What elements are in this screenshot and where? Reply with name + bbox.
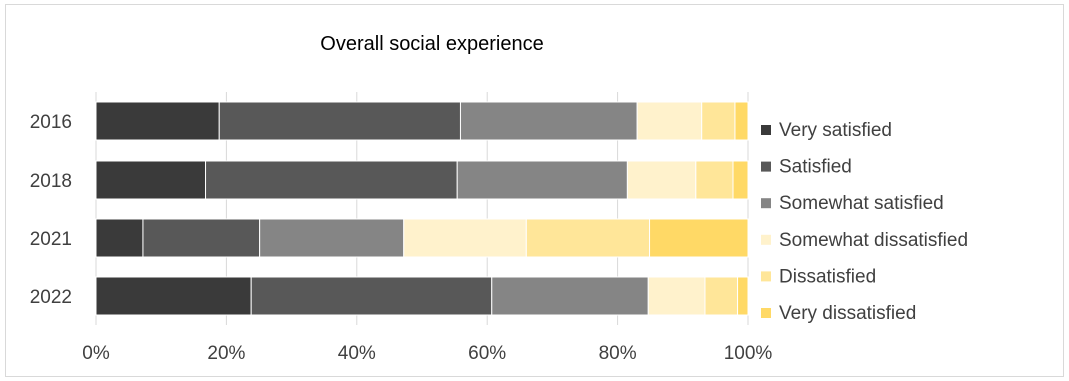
- legend-swatch: [761, 161, 771, 172]
- legend-label: Very dissatisfied: [779, 303, 916, 324]
- bar-segment: [704, 276, 739, 316]
- chart-title: Overall social experience: [320, 33, 543, 55]
- bar-segment: [491, 276, 649, 316]
- legend-label: Dissatisfied: [779, 266, 876, 287]
- x-tick-label: 100%: [724, 343, 773, 364]
- bar-segment: [218, 101, 461, 141]
- bar-segment: [732, 160, 749, 200]
- bars: [95, 101, 749, 316]
- legend: Very satisfied Satisfied Somewhat satisfie…: [761, 120, 968, 324]
- bar-segment: [636, 101, 703, 141]
- x-tick-label: 60%: [468, 343, 506, 364]
- bar-segment: [626, 160, 697, 200]
- legend-swatch: [761, 271, 771, 282]
- legend-swatch: [761, 234, 771, 245]
- bar-segment: [403, 218, 527, 258]
- bar-segment: [95, 160, 207, 200]
- legend-swatch: [761, 308, 771, 318]
- y-axis-labels: 2016 2018 2021 2022: [30, 112, 72, 308]
- legend-label: Somewhat dissatisfied: [779, 230, 968, 251]
- y-tick-label: 2016: [30, 112, 72, 133]
- legend-swatch: [761, 198, 771, 209]
- legend-label: Somewhat satisfied: [779, 193, 944, 214]
- bar-segment: [649, 218, 749, 258]
- bar-segment: [647, 276, 706, 316]
- bar-segment: [695, 160, 734, 200]
- legend-label: Satisfied: [779, 157, 852, 178]
- x-tick-label: 20%: [207, 343, 245, 364]
- bar-segment: [734, 101, 749, 141]
- bar-segment: [205, 160, 458, 200]
- bar-segment: [95, 218, 144, 258]
- legend-swatch: [761, 125, 771, 135]
- bar-segment: [259, 218, 405, 258]
- bar-segment: [459, 101, 638, 141]
- x-tick-label: 0%: [82, 343, 110, 364]
- bar-segment: [95, 276, 252, 316]
- x-axis-labels: 0% 20% 40% 60% 80% 100%: [82, 343, 772, 364]
- legend-label: Very satisfied: [779, 120, 892, 141]
- bar-segment: [250, 276, 493, 316]
- y-tick-label: 2022: [30, 287, 72, 308]
- bar-segment: [737, 276, 749, 316]
- bar-segment: [456, 160, 628, 200]
- x-tick-label: 40%: [338, 343, 376, 364]
- y-tick-label: 2018: [30, 171, 72, 192]
- y-tick-label: 2021: [30, 229, 72, 250]
- bar-segment: [701, 101, 736, 141]
- bar-segment: [95, 101, 220, 141]
- bar-segment: [525, 218, 651, 258]
- x-tick-label: 80%: [599, 343, 637, 364]
- bar-segment: [142, 218, 261, 258]
